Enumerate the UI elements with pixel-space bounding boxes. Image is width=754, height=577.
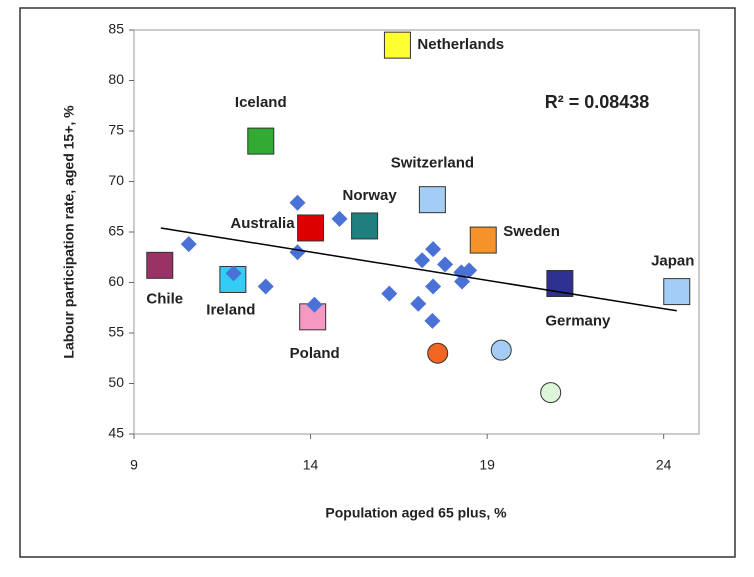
point-label: Norway (342, 187, 397, 204)
y-tick-label: 50 (108, 374, 124, 390)
x-tick-label: 14 (303, 457, 319, 473)
square-marker (297, 214, 325, 242)
x-tick-label: 9 (130, 457, 138, 473)
y-tick-label: 60 (108, 273, 124, 289)
square-marker (247, 127, 275, 155)
point-label: Sweden (503, 223, 560, 240)
y-tick-label: 80 (108, 71, 124, 87)
square-marker (383, 31, 411, 59)
square-marker (418, 186, 446, 214)
y-tick-label: 85 (108, 21, 124, 37)
diamond-marker (381, 285, 398, 302)
y-tick-label: 65 (108, 223, 124, 239)
y-tick-label: 55 (108, 324, 124, 340)
point-label: Switzerland (391, 155, 474, 172)
diamond-marker (289, 244, 306, 261)
point-label: Chile (146, 290, 183, 307)
y-tick-label: 70 (108, 172, 124, 188)
r-squared-annotation: R² = 0.08438 (545, 92, 650, 112)
trendline (160, 227, 677, 312)
frame (19, 7, 736, 558)
point-label: Netherlands (417, 36, 504, 53)
point-label: Iceland (235, 94, 287, 111)
circle-marker (490, 339, 512, 361)
diamond-marker (461, 262, 478, 279)
square-marker (546, 270, 574, 298)
diamond-marker (414, 252, 431, 269)
plot-area (133, 29, 700, 435)
x-tick-label: 24 (656, 457, 672, 473)
diamond-marker (331, 210, 348, 227)
diamond-marker (257, 278, 274, 295)
square-marker (146, 251, 174, 279)
square-marker (663, 278, 691, 306)
point-label: Australia (230, 215, 295, 232)
diamond-marker (425, 241, 442, 258)
point-label: Germany (545, 312, 611, 329)
circle-marker (540, 382, 562, 404)
diamond-marker (289, 194, 306, 211)
diamond-marker (225, 265, 242, 282)
circle-marker (427, 342, 449, 364)
x-axis-title: Population aged 65 plus, % (325, 505, 507, 521)
diamond-marker (424, 312, 441, 329)
diamond-marker (437, 256, 454, 273)
diamond-marker (410, 295, 427, 312)
y-axis-title: Labour participation rate, aged 15+, % (61, 105, 77, 359)
point-label: Poland (290, 345, 340, 362)
point-label: Japan (651, 253, 694, 270)
diamond-marker (180, 236, 197, 253)
square-marker (469, 226, 497, 254)
y-tick-label: 45 (108, 425, 124, 441)
y-tick-label: 75 (108, 122, 124, 138)
diamond-marker (425, 278, 442, 295)
diamond-marker (306, 296, 323, 313)
x-tick-label: 19 (479, 457, 495, 473)
point-label: Ireland (206, 301, 255, 318)
square-marker (351, 212, 379, 240)
